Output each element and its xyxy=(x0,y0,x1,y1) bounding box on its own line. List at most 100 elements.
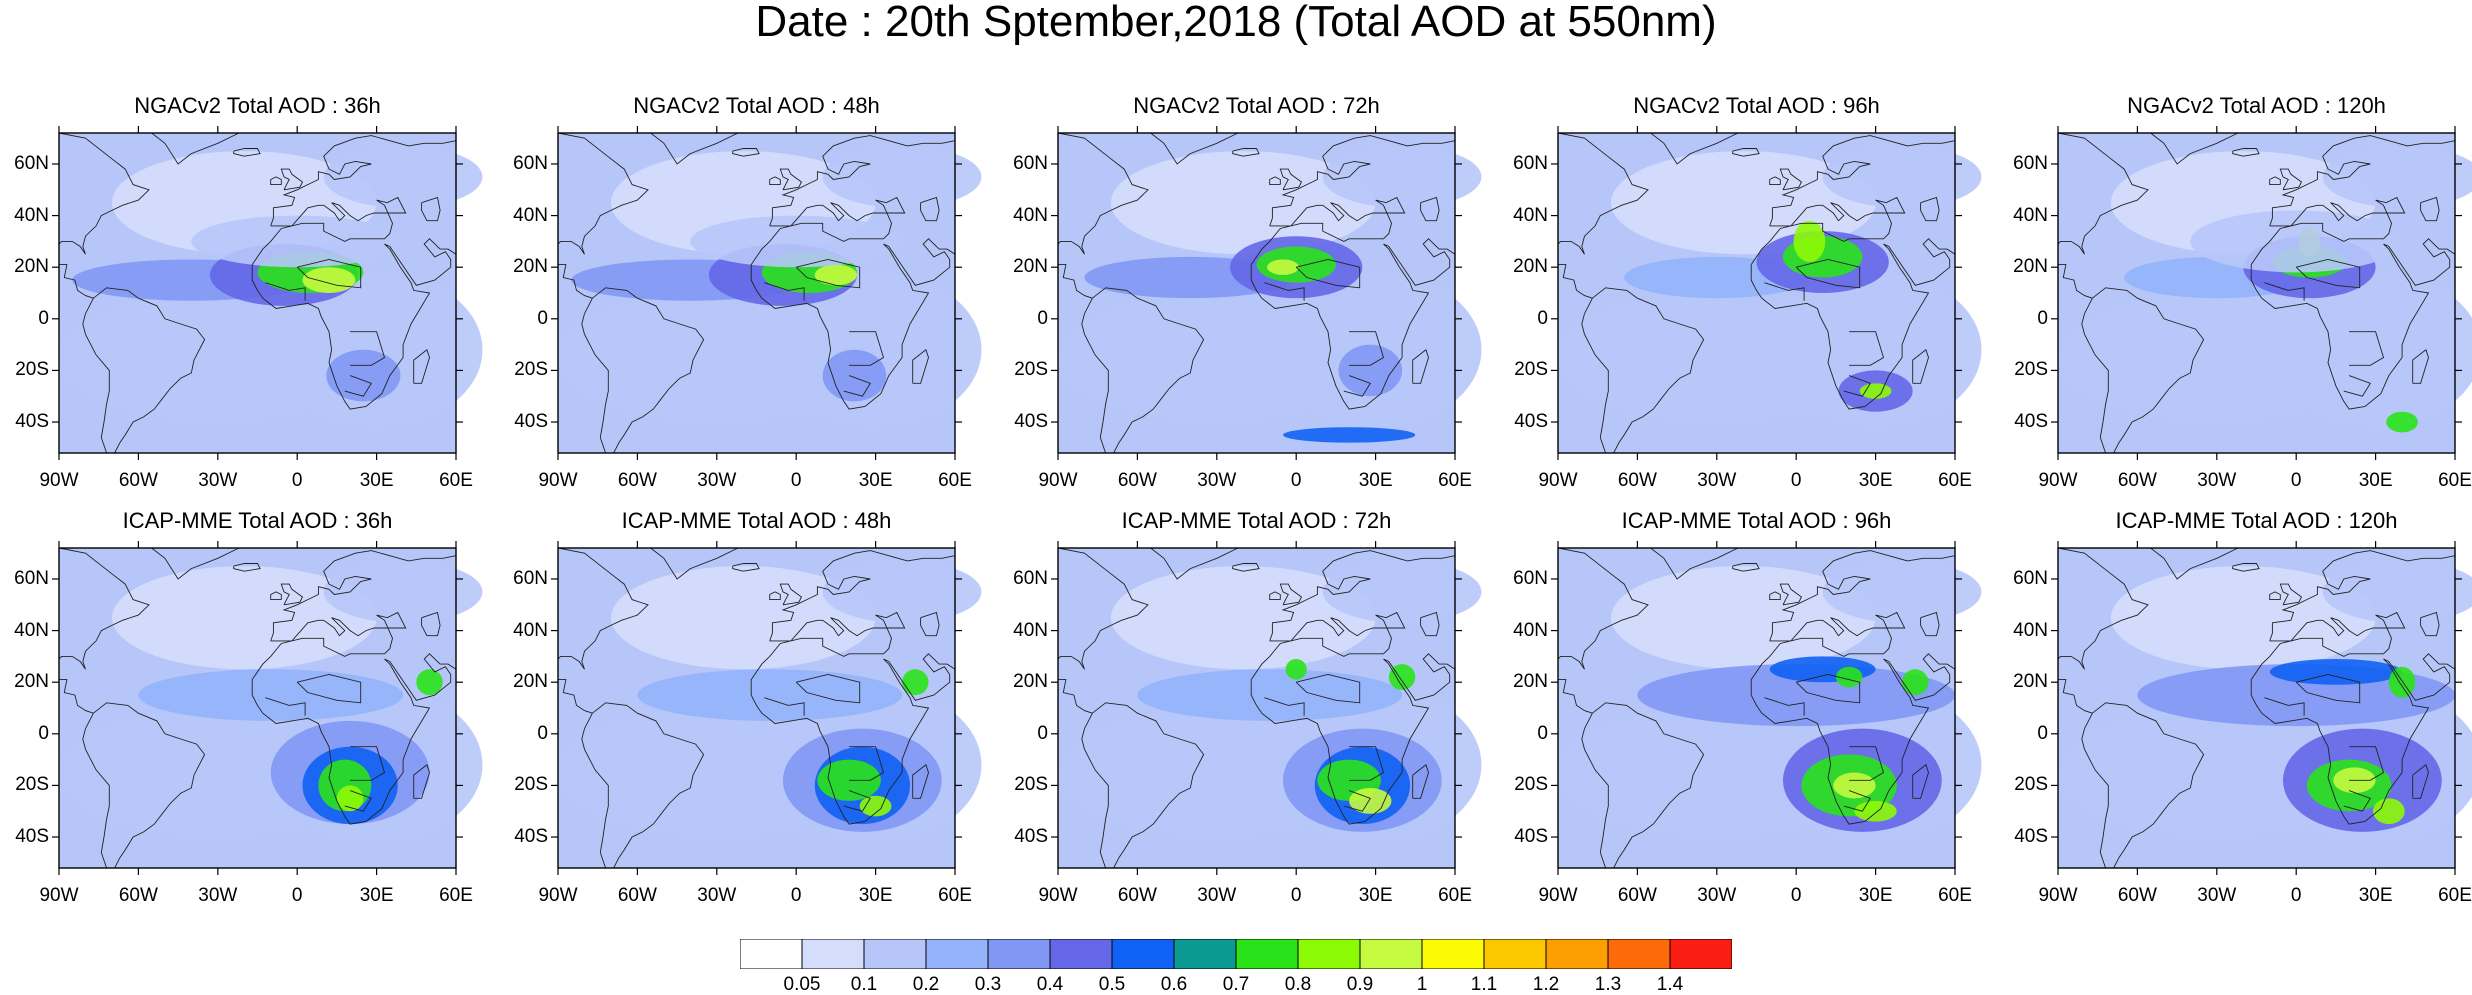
coastline xyxy=(1769,135,1956,227)
lon-tick-label: 30E xyxy=(359,885,394,906)
lat-tick-label: 0 xyxy=(1037,722,1048,744)
coastline xyxy=(251,611,457,825)
colorbar-tick-label: 0.4 xyxy=(1036,974,1064,995)
coastline xyxy=(750,196,956,410)
lat-tick-label: 40N xyxy=(1513,619,1548,641)
lon-tick-label: 60E xyxy=(1938,470,1972,491)
coastline xyxy=(1412,764,1429,799)
lat-tick-label: 60N xyxy=(513,567,548,589)
aod-contour-region xyxy=(1338,344,1403,397)
coastline xyxy=(2232,148,2260,157)
coastline xyxy=(558,264,593,299)
coastline xyxy=(1250,196,1456,410)
aod-contour-region xyxy=(1859,383,1892,399)
aod-contour-region xyxy=(1610,566,1876,670)
aod-contour-region xyxy=(2322,560,2472,623)
coastline xyxy=(58,132,150,255)
lat-tick-label: 40S xyxy=(1014,826,1048,848)
lat-tick-label: 40S xyxy=(2014,411,2048,433)
coastline xyxy=(2057,132,2149,255)
lat-tick-label: 20S xyxy=(1014,359,1048,381)
colorbar-swatch xyxy=(1545,939,1609,969)
coastline xyxy=(581,702,705,869)
coastline xyxy=(650,547,739,580)
panel-title: ICAP-MME Total AOD : 96h xyxy=(1621,508,1892,533)
lon-tick-label: 0 xyxy=(291,470,303,491)
lon-tick-label: 90W xyxy=(2038,885,2078,906)
lon-tick-label: 30W xyxy=(697,885,737,906)
coastline xyxy=(1264,282,1305,301)
coastline xyxy=(350,331,386,366)
coastline xyxy=(296,259,362,289)
coastline xyxy=(1420,196,1440,222)
aod-map xyxy=(52,126,483,460)
lon-tick-label: 30W xyxy=(1197,885,1237,906)
aod-contour-region xyxy=(1833,772,1876,799)
coastline xyxy=(270,135,457,227)
lon-tick-label: 0 xyxy=(790,470,802,491)
coastline xyxy=(2150,547,2239,580)
aod-map xyxy=(52,541,483,875)
lat-tick-label: 40N xyxy=(2013,619,2048,641)
coastline xyxy=(1295,674,1361,704)
colorbar-swatch xyxy=(1235,939,1299,969)
lat-tick-label: 40S xyxy=(15,411,49,433)
aod-contour-region xyxy=(2190,210,2403,273)
colorbar-tick-label: 0.8 xyxy=(1284,974,1312,995)
coastline xyxy=(581,287,705,454)
colorbar-swatch xyxy=(987,939,1051,969)
coastline xyxy=(1558,264,1593,299)
aod-contour-region xyxy=(1137,669,1403,721)
aod-contour-region xyxy=(270,272,483,428)
lon-tick-label: 90W xyxy=(39,470,79,491)
lon-tick-label: 30W xyxy=(1697,885,1737,906)
coastline xyxy=(1232,563,1260,572)
lon-tick-label: 0 xyxy=(2290,885,2302,906)
coastline xyxy=(843,790,871,812)
colorbar-swatch xyxy=(1173,939,1237,969)
aod-contour-region xyxy=(859,795,892,817)
lat-tick-label: 40S xyxy=(1014,411,1048,433)
coastline xyxy=(1795,674,1861,704)
lat-tick-label: 40S xyxy=(1514,826,1548,848)
coastline xyxy=(1057,132,1149,255)
lon-tick-label: 30W xyxy=(1197,470,1237,491)
lon-tick-label: 30E xyxy=(1858,885,1893,906)
coastline xyxy=(1843,375,1871,397)
coastline xyxy=(1750,196,1956,410)
map-frame xyxy=(2057,547,2456,869)
colorbar-swatch xyxy=(925,939,989,969)
coastline xyxy=(59,679,94,714)
lat-tick-label: 20N xyxy=(14,671,49,693)
coastline xyxy=(1650,132,1739,165)
coastline xyxy=(1264,697,1305,716)
aod-contour-region xyxy=(822,145,982,208)
coastline xyxy=(912,764,929,799)
lat-tick-label: 0 xyxy=(1537,722,1548,744)
coastline xyxy=(280,583,304,606)
coastline xyxy=(270,176,282,186)
lat-tick-label: 60N xyxy=(513,152,548,174)
aod-map xyxy=(551,126,982,460)
coastline xyxy=(1343,375,1371,397)
coastline xyxy=(1150,132,1239,165)
coastline xyxy=(2250,611,2456,825)
coastline xyxy=(769,550,956,642)
lon-tick-label: 60W xyxy=(1117,885,1157,906)
coastline xyxy=(1058,679,1093,714)
coastline xyxy=(421,611,441,637)
lat-tick-label: 20S xyxy=(1514,774,1548,796)
lat-tick-label: 40N xyxy=(1013,619,1048,641)
aod-map xyxy=(2051,126,2472,460)
colorbar-swatch xyxy=(863,939,927,969)
lat-tick-label: 20S xyxy=(15,774,49,796)
coastline xyxy=(769,176,781,186)
lat-tick-label: 40S xyxy=(514,411,548,433)
panel-title: NGACv2 Total AOD : 96h xyxy=(1633,93,1880,118)
map-frame xyxy=(58,132,457,454)
aod-contour-region xyxy=(610,566,876,670)
coastline xyxy=(1058,264,1093,299)
coastline xyxy=(557,547,649,670)
lon-tick-label: 30E xyxy=(1358,470,1393,491)
lat-tick-label: 0 xyxy=(38,722,49,744)
